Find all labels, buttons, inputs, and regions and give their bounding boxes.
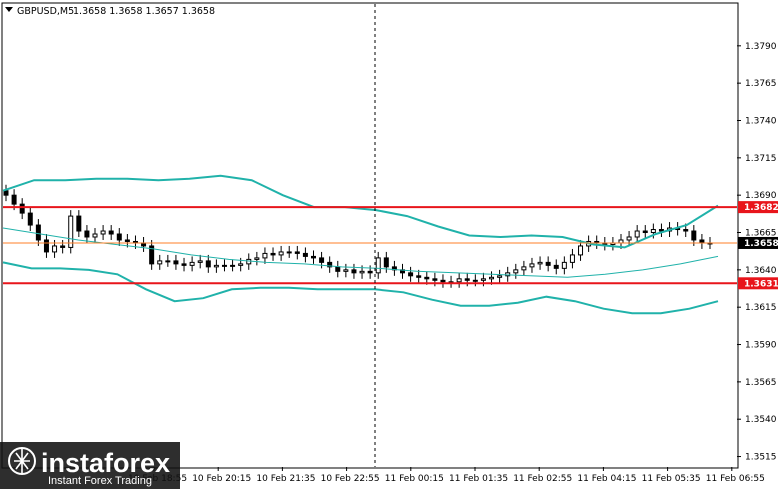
candle <box>230 259 236 272</box>
candle <box>642 225 648 239</box>
candle <box>408 266 414 282</box>
candle <box>278 245 284 261</box>
candle <box>658 223 664 237</box>
current-price-label: 1.3658 <box>744 239 779 249</box>
y-tick-label: 1.3665 <box>745 229 777 239</box>
candle <box>157 254 163 270</box>
level-price-tag <box>738 277 778 290</box>
bollinger-middle-line <box>2 227 719 278</box>
watermark-brand: instaforex <box>41 448 170 478</box>
candle <box>310 250 316 264</box>
dropdown-triangle-icon[interactable] <box>5 7 13 12</box>
y-tick-label: 1.3615 <box>745 303 777 313</box>
candle <box>569 248 575 269</box>
y-tick-label: 1.3740 <box>745 116 777 126</box>
candle <box>68 210 74 254</box>
candle <box>35 219 41 246</box>
candle <box>561 256 567 275</box>
price-axis: 1.37901.37651.37401.37151.36901.36651.36… <box>737 42 777 463</box>
instaforex-logo-icon <box>8 447 36 475</box>
x-tick-label: 11 Feb 02:55 <box>513 474 572 484</box>
y-tick-label: 1.3540 <box>745 415 777 425</box>
x-tick-label: 11 Feb 05:35 <box>642 474 701 484</box>
level-price-label: 1.3682 <box>744 203 779 213</box>
candle <box>327 256 333 273</box>
y-tick-label: 1.3565 <box>745 378 777 388</box>
candle <box>165 254 171 267</box>
candle <box>513 263 519 279</box>
candle <box>108 225 114 240</box>
watermark-tagline: Instant Forex Trading <box>48 475 152 487</box>
candle <box>19 198 25 220</box>
candle <box>375 251 381 279</box>
candle <box>181 257 187 272</box>
y-tick-label: 1.3765 <box>745 79 777 89</box>
candle <box>27 207 33 232</box>
candle <box>270 247 276 261</box>
candle <box>262 247 268 264</box>
candle <box>92 228 98 243</box>
level-price-label: 1.3631 <box>744 279 779 289</box>
x-tick-label: 10 Feb 21:35 <box>256 474 315 484</box>
candle <box>60 239 66 254</box>
y-tick-label: 1.3590 <box>745 341 777 351</box>
candle <box>254 251 260 266</box>
candle <box>189 256 195 272</box>
level-lines <box>3 206 737 285</box>
x-tick-label: 11 Feb 00:15 <box>385 474 444 484</box>
level-price-tag <box>738 201 778 214</box>
candle <box>173 254 179 270</box>
x-tick-label: 10 Feb 22:55 <box>321 474 380 484</box>
candle <box>43 234 49 258</box>
candle <box>529 257 535 273</box>
bollinger-upper-line <box>2 174 719 249</box>
candle <box>286 245 292 258</box>
y-tick-label: 1.3515 <box>745 453 777 463</box>
candle <box>343 263 349 278</box>
candle <box>351 263 357 279</box>
y-tick-label: 1.3790 <box>745 42 777 52</box>
candle <box>213 259 219 273</box>
candle <box>497 269 503 284</box>
price-tags: 1.3682 1.3631 1.3658 <box>738 201 779 290</box>
x-tick-label: 11 Feb 04:15 <box>577 474 636 484</box>
y-tick-label: 1.3715 <box>745 154 777 164</box>
candle <box>456 272 462 288</box>
y-tick-label: 1.3690 <box>745 191 777 201</box>
candle <box>545 256 551 272</box>
candle <box>197 254 203 269</box>
bollinger-bands <box>2 174 719 315</box>
y-tick-label: 1.3640 <box>745 266 777 276</box>
candle <box>294 245 300 260</box>
candle <box>521 260 527 276</box>
candle <box>124 234 130 248</box>
candle <box>221 259 227 272</box>
candle <box>100 225 106 240</box>
candle <box>76 210 82 237</box>
candle <box>505 266 511 282</box>
x-tick-label: 11 Feb 06:55 <box>706 474 765 484</box>
bollinger-lower-line <box>2 261 719 315</box>
candle <box>537 256 543 270</box>
x-tick-label: 11 Feb 01:35 <box>449 474 508 484</box>
chart-header: GBPUSD,M5 1.3658 1.3658 1.3657 1.3658 <box>5 6 215 17</box>
candle <box>149 239 155 270</box>
candle <box>440 274 446 288</box>
x-tick-label: 10 Feb 20:15 <box>192 474 251 484</box>
ohlc-values: 1.3658 1.3658 1.3657 1.3658 <box>73 6 215 17</box>
candle <box>634 225 640 243</box>
current-price-tag <box>738 236 778 249</box>
candle <box>553 259 559 275</box>
instaforex-watermark: instaforex Instant Forex Trading <box>0 442 180 489</box>
candle <box>84 225 90 243</box>
symbol-label: GBPUSD,M5 <box>17 6 74 17</box>
plot-frame <box>1 2 739 469</box>
candle <box>302 247 308 263</box>
candle <box>205 254 211 273</box>
candle <box>416 269 422 284</box>
